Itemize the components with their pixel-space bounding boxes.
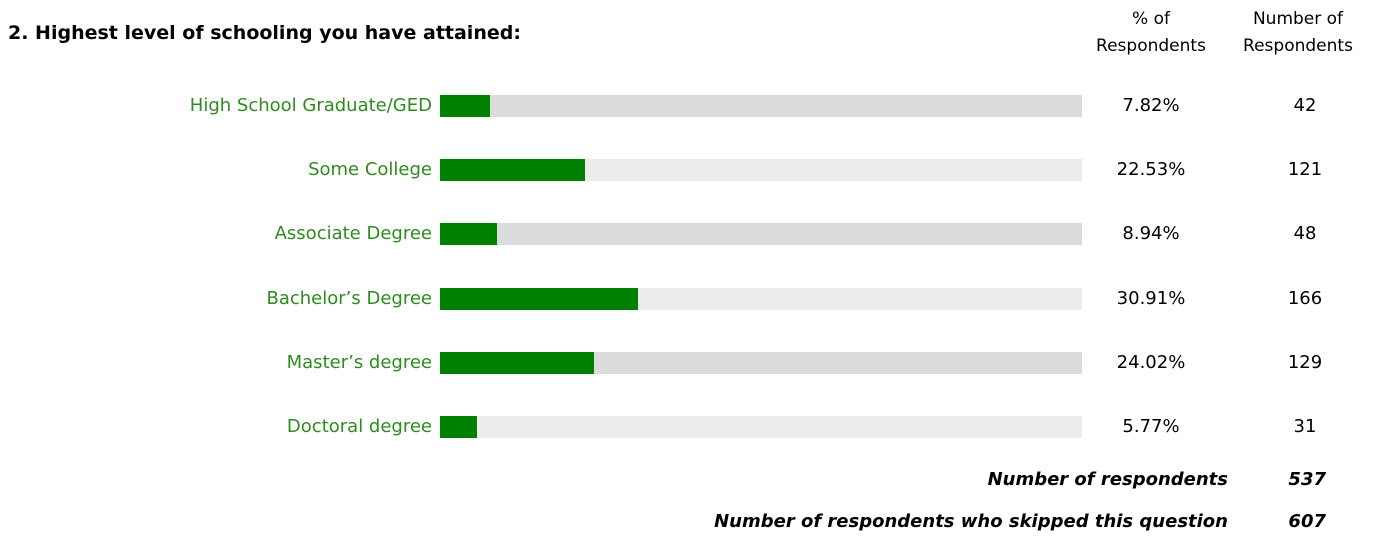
count-label: 42 <box>1293 95 1317 116</box>
category-label: High School Graduate/GED <box>189 95 432 116</box>
bar <box>440 351 595 374</box>
summary-value: 537 <box>1288 469 1326 490</box>
count-label: 166 <box>1287 287 1323 309</box>
bar-track <box>440 416 1082 438</box>
category-label: Doctoral degree <box>286 416 432 437</box>
bar-track <box>440 159 1082 182</box>
percent-label: 8.94% <box>1122 223 1180 245</box>
category-label: Associate Degree <box>274 223 432 245</box>
bar-track <box>440 351 1082 374</box>
bar <box>440 95 491 117</box>
count-label: 48 <box>1293 223 1317 245</box>
percent-label: 5.77% <box>1122 416 1180 437</box>
count-label: 129 <box>1287 351 1323 373</box>
percent-label: 24.02% <box>1116 351 1186 373</box>
summary-label: Number of respondents who skipped this q… <box>714 511 1228 532</box>
percent-label: 30.91% <box>1116 287 1186 309</box>
bar <box>440 416 478 438</box>
bar-track <box>440 223 1082 246</box>
summary-value: 607 <box>1288 511 1326 532</box>
count-label: 121 <box>1287 159 1323 181</box>
category-label: Master’s degree <box>286 351 432 373</box>
summary-label: Number of respondents <box>987 469 1228 490</box>
column-header: % of Respondents <box>1096 9 1206 56</box>
chart-title: 2. Highest level of schooling you have a… <box>8 22 521 44</box>
bar <box>440 223 498 246</box>
bar <box>440 159 585 182</box>
count-label: 31 <box>1293 416 1317 437</box>
percent-label: 7.82% <box>1122 95 1180 116</box>
bar <box>440 287 639 310</box>
percent-label: 22.53% <box>1116 159 1186 181</box>
category-label: Bachelor’s Degree <box>266 287 432 309</box>
category-label: Some College <box>308 159 432 181</box>
bar-track <box>440 95 1082 117</box>
column-header: Number of Respondents <box>1243 9 1353 56</box>
